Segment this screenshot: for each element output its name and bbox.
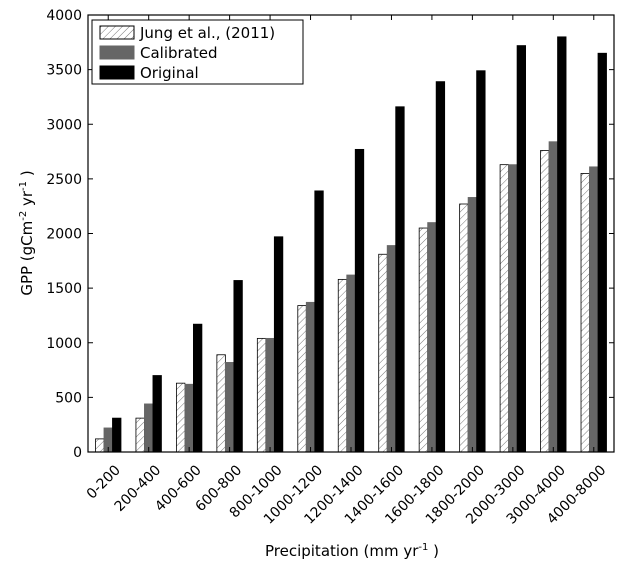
legend-label-jung: Jung et al., (2011) — [139, 24, 275, 42]
bar-series-1-200-400 — [144, 403, 154, 453]
legend-swatch-calibrated — [99, 45, 135, 60]
y-tick-label: 2000 — [46, 227, 82, 243]
bar-series-1-1600-1800 — [427, 222, 437, 453]
bar-series-0-200-400 — [135, 417, 145, 453]
y-tick-label: 1000 — [46, 336, 82, 352]
bar-series-1-2000-3000 — [508, 164, 518, 453]
bar-series-1-3000-4000 — [548, 141, 558, 453]
y-tick-label: 3000 — [46, 117, 82, 133]
y-tick-label: 1500 — [46, 281, 82, 297]
bar-series-2-800-1000 — [273, 236, 284, 453]
legend-label-calibrated: Calibrated — [140, 44, 218, 62]
bar-series-1-600-800 — [224, 362, 235, 453]
bar-series-2-1600-1800 — [435, 81, 446, 453]
bar-series-2-4000-8000 — [597, 52, 607, 453]
bar-series-1-1800-2000 — [467, 197, 478, 453]
bar-series-0-400-600 — [175, 382, 186, 453]
bar-series-0-600-800 — [216, 354, 226, 453]
legend-swatch-original — [99, 65, 135, 80]
y-tick-label: 0 — [73, 445, 82, 461]
bar-series-2-1400-1600 — [395, 106, 405, 453]
bar-series-2-600-800 — [233, 280, 243, 453]
bar-series-0-1200-1400 — [337, 278, 348, 453]
bar-series-2-1800-2000 — [476, 70, 486, 453]
bar-series-1-1000-1200 — [305, 301, 316, 453]
legend: Jung et al., (2011) Calibrated Original — [91, 19, 304, 85]
bar-series-0-0-200 — [95, 438, 105, 453]
bar-series-2-200-400 — [152, 375, 162, 453]
bar-series-2-1200-1400 — [354, 148, 365, 453]
bar-series-0-800-1000 — [256, 337, 267, 453]
bar-series-1-1400-1600 — [386, 245, 397, 453]
bar-series-0-1800-2000 — [459, 203, 469, 453]
bar-series-2-1000-1200 — [314, 190, 324, 453]
bar-series-0-2000-3000 — [499, 164, 510, 453]
bar-series-0-3000-4000 — [540, 150, 550, 453]
bar-series-0-1400-1600 — [378, 253, 388, 453]
y-axis-ticks: 0 500 1000 1500 2000 2500 3000 3500 4000 — [46, 8, 614, 461]
bar-series-2-3000-4000 — [557, 36, 567, 453]
bar-series-2-400-600 — [192, 323, 203, 453]
bar-series-1-800-1000 — [265, 337, 275, 453]
y-axis-label: GPP (gCm-2 yr-1 ) — [18, 170, 36, 295]
bars-layer — [95, 36, 607, 453]
y-tick-label: 4000 — [46, 8, 82, 24]
bar-series-1-4000-8000 — [589, 166, 599, 453]
bar-series-1-400-600 — [184, 383, 194, 453]
bar-series-2-0-200 — [112, 417, 122, 453]
bar-series-1-1200-1400 — [346, 274, 356, 453]
y-tick-label: 3500 — [46, 63, 82, 79]
bar-series-0-4000-8000 — [580, 173, 590, 453]
y-tick-label: 500 — [55, 390, 82, 406]
legend-swatch-jung — [99, 25, 135, 40]
x-axis-label: Precipitation (mm yr-1 ) — [265, 542, 439, 560]
y-tick-label: 2500 — [46, 172, 82, 188]
bar-series-0-1600-1800 — [418, 227, 429, 453]
legend-label-original: Original — [140, 64, 199, 82]
bar-series-0-1000-1200 — [297, 305, 307, 453]
bar-series-2-2000-3000 — [516, 45, 526, 453]
